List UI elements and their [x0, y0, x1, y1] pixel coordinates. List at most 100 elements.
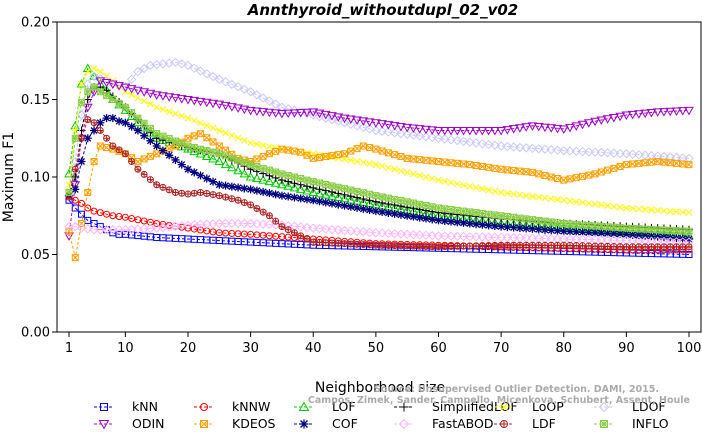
data-point [396, 210, 405, 219]
data-point [572, 242, 580, 249]
data-point [295, 109, 306, 118]
data-point [434, 216, 443, 225]
data-point [478, 242, 486, 250]
data-point [247, 201, 255, 209]
data-point [176, 95, 187, 104]
data-point [528, 216, 536, 224]
data-point [408, 229, 419, 240]
data-point [635, 243, 643, 251]
data-point [201, 98, 212, 108]
data-point [239, 105, 250, 115]
data-point [270, 178, 281, 187]
data-point [246, 185, 255, 194]
data-point [233, 82, 243, 92]
data-point [353, 145, 361, 153]
data-point [416, 242, 424, 250]
data-point [427, 126, 438, 135]
data-point [384, 149, 392, 157]
data-point [647, 225, 655, 233]
data-point [70, 181, 81, 190]
data-point [321, 224, 331, 234]
data-point [522, 224, 531, 233]
data-point [597, 168, 605, 176]
data-point [584, 147, 594, 157]
data-point [214, 100, 225, 110]
data-point [391, 165, 399, 173]
data-point [528, 224, 537, 233]
data-point [222, 152, 230, 160]
data-point [215, 180, 224, 189]
data-point [214, 218, 225, 229]
data-point [240, 184, 249, 193]
y-tick-label: 0.20 [21, 16, 50, 31]
data-point [415, 213, 424, 222]
data-point [333, 116, 344, 126]
data-point [441, 243, 449, 251]
data-point [502, 232, 513, 243]
data-point [403, 168, 411, 176]
data-point [623, 204, 630, 212]
data-point [416, 156, 424, 164]
data-point [96, 142, 104, 150]
data-point [566, 175, 574, 183]
data-point [296, 222, 306, 232]
data-point [521, 143, 531, 153]
data-point [560, 176, 568, 184]
data-point [95, 224, 106, 235]
data-point [647, 243, 655, 251]
data-point [153, 181, 161, 189]
data-point [654, 243, 662, 251]
data-point [84, 189, 92, 196]
data-point [133, 126, 142, 135]
data-point [540, 144, 550, 154]
data-point [440, 134, 450, 144]
data-point [303, 235, 311, 243]
data-point [178, 140, 186, 148]
data-point [164, 93, 175, 102]
data-point [101, 78, 112, 88]
data-point [572, 174, 580, 182]
data-point [685, 161, 693, 169]
data-point [515, 124, 525, 133]
data-point [65, 189, 73, 196]
data-point [378, 147, 386, 155]
data-point [190, 132, 198, 140]
data-point [466, 242, 474, 250]
data-point [190, 189, 198, 197]
data-point [673, 208, 680, 216]
data-point [389, 128, 400, 138]
data-point [270, 109, 281, 118]
data-point [484, 221, 493, 230]
data-point [502, 126, 513, 135]
data-point [290, 193, 299, 202]
data-point [500, 420, 509, 428]
data-point [679, 243, 687, 251]
data-point [447, 217, 456, 226]
data-point [516, 214, 524, 222]
data-point [302, 222, 312, 233]
data-point [215, 150, 223, 158]
data-point [314, 223, 325, 234]
data-point [341, 150, 349, 158]
data-point [628, 230, 637, 239]
data-point [565, 123, 575, 133]
data-point [96, 127, 104, 134]
data-point [208, 99, 218, 109]
data-point [101, 224, 112, 235]
data-point [441, 158, 449, 166]
data-point [78, 80, 85, 88]
data-point [334, 151, 342, 159]
data-point [359, 159, 367, 166]
data-point [96, 88, 104, 96]
data-point [466, 208, 474, 216]
x-tick-label: 70 [493, 341, 510, 356]
data-point [497, 222, 506, 231]
data-point [500, 403, 508, 411]
data-point [247, 161, 255, 169]
plot-frame [56, 21, 702, 333]
data-point [353, 187, 361, 195]
data-point [385, 164, 392, 172]
data-point [308, 110, 318, 120]
data-point [309, 154, 317, 162]
